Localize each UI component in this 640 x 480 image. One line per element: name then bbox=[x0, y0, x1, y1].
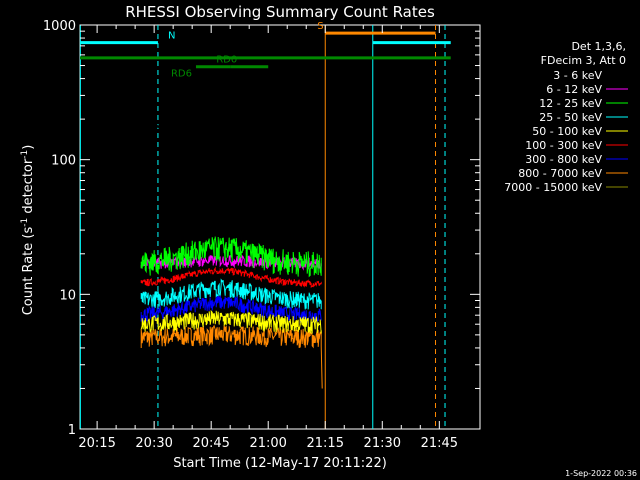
x-tick-label: 21:15 bbox=[307, 436, 344, 451]
y-axis-label-main: Count Rate (s bbox=[21, 227, 36, 316]
series-line bbox=[140, 122, 323, 185]
series-line bbox=[140, 266, 322, 289]
flag-label: S bbox=[317, 21, 323, 32]
y-axis-label: Count Rate (s-1 detector-1) bbox=[20, 145, 36, 316]
flag-label: RD6 bbox=[171, 69, 192, 80]
x-tick-label: 21:00 bbox=[249, 436, 286, 451]
axis-ticks: 20:15 20:30 20:45 21:00 21:15 21:30 21:45 1 10 10… bbox=[43, 19, 480, 451]
data-series bbox=[140, 122, 323, 389]
series-line bbox=[140, 325, 323, 389]
x-tick-label: 21:45 bbox=[421, 436, 458, 451]
legend-entry-label: 50 - 100 keV bbox=[532, 125, 602, 138]
y-axis-label-mid: detector bbox=[21, 158, 36, 218]
y-axis-label-sup2: -1 bbox=[20, 150, 30, 159]
x-tick-label: 20:30 bbox=[135, 436, 172, 451]
flag-label: N bbox=[168, 31, 175, 42]
series-line bbox=[140, 295, 322, 325]
legend-entry-label: 300 - 800 keV bbox=[525, 153, 602, 166]
series-line bbox=[140, 236, 322, 278]
legend-entry-label: 800 - 7000 keV bbox=[518, 167, 602, 180]
x-tick-label: 20:45 bbox=[192, 436, 229, 451]
series-line bbox=[140, 278, 322, 310]
legend-header-2: FDecim 3, Att 0 bbox=[541, 54, 626, 67]
legend-entry-label: 100 - 300 keV bbox=[525, 139, 602, 152]
x-tick-label: 20:15 bbox=[78, 436, 115, 451]
y-tick-label: 100 bbox=[51, 154, 76, 169]
y-tick-label: 1 bbox=[68, 423, 76, 438]
plot-area bbox=[79, 24, 481, 430]
legend-header-1: Det 1,3,6, bbox=[571, 40, 626, 53]
legend-entry-label: 3 - 6 keV bbox=[553, 69, 602, 82]
vertical-lines bbox=[79, 25, 446, 429]
x-tick-label: 21:30 bbox=[364, 436, 401, 451]
legend-entry-label: 6 - 12 keV bbox=[546, 83, 602, 96]
footer-date: 1-Sep-2022 00:36 bbox=[565, 469, 637, 478]
flag-bars: N S RD0 RD6 bbox=[80, 21, 451, 80]
y-axis-label-end: ) bbox=[21, 145, 36, 150]
y-tick-label: 10 bbox=[59, 288, 76, 303]
legend-entry-label: 7000 - 15000 keV bbox=[504, 181, 602, 194]
x-axis-label: Start Time (12-May-17 20:11:22) bbox=[173, 456, 387, 471]
y-tick-label: 1000 bbox=[43, 19, 76, 34]
y-axis-label-sup1: -1 bbox=[20, 218, 30, 227]
series-line bbox=[140, 254, 322, 271]
series-line bbox=[140, 309, 322, 334]
chart-title: RHESSI Observing Summary Count Rates bbox=[125, 3, 435, 21]
flag-label: RD0 bbox=[216, 55, 237, 66]
legend-entry-label: 25 - 50 keV bbox=[539, 111, 602, 124]
legend-entry-label: 12 - 25 keV bbox=[539, 97, 602, 110]
